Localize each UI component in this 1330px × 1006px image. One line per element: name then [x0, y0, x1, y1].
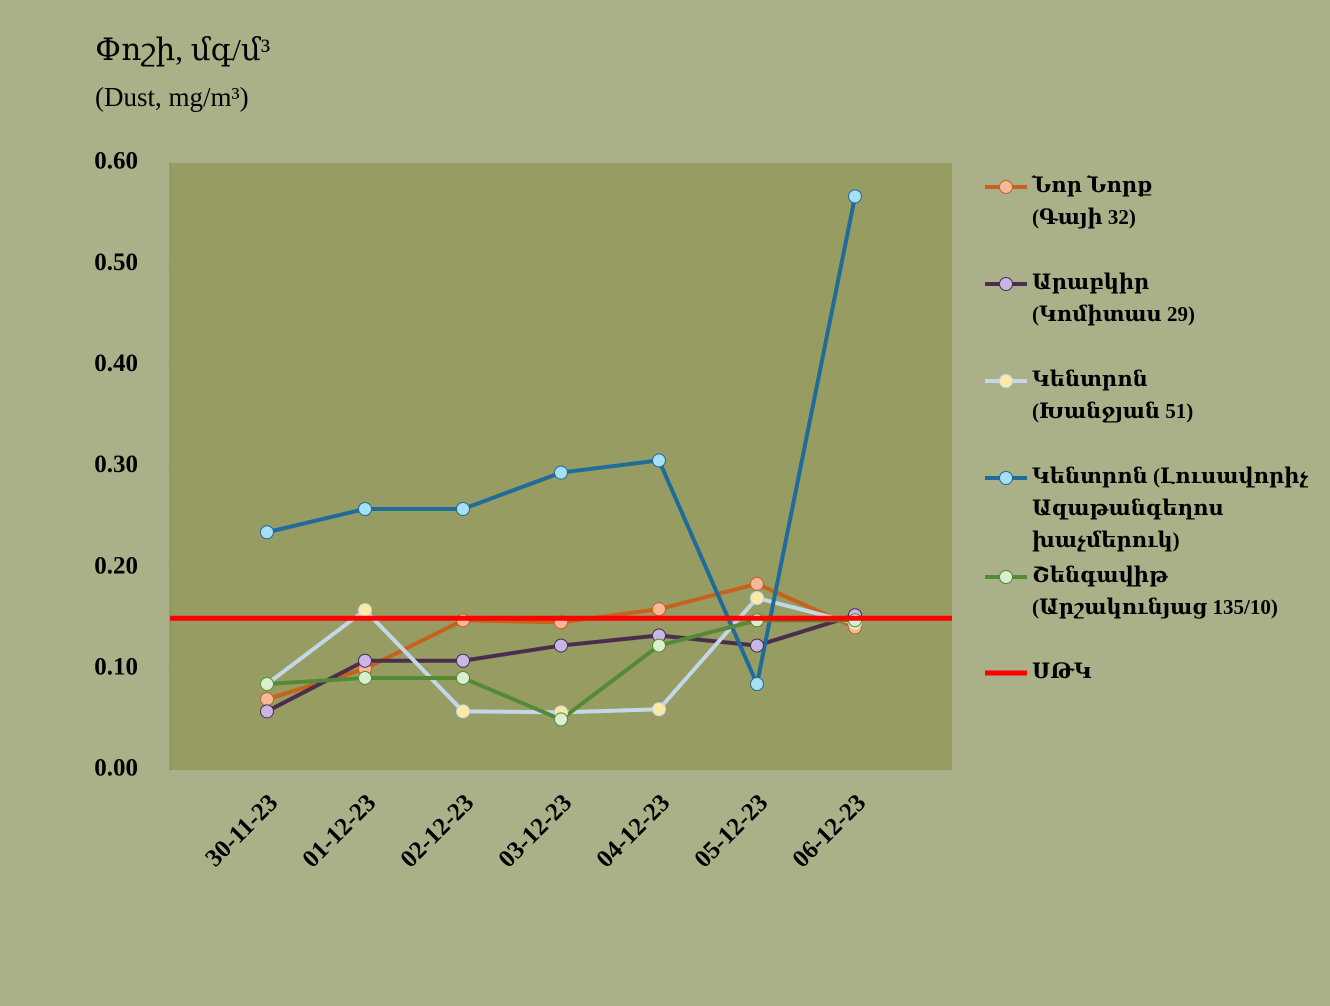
- legend-label: խաչմերուկ): [1032, 528, 1180, 552]
- legend-marker: [999, 180, 1013, 194]
- legend-label: (Գայի 32): [1032, 205, 1136, 229]
- legend-label: (Կոմիտաս 29): [1032, 302, 1195, 326]
- chart-title: Փոշի, մգ/մ³: [95, 32, 270, 67]
- x-tick-label: 02-12-23: [395, 789, 479, 873]
- point: [652, 638, 666, 653]
- point: [456, 653, 470, 668]
- legend-label: Արաբկիր: [1032, 270, 1149, 294]
- legend-label: ՍԹԿ: [1032, 659, 1092, 683]
- legend-label: Շենգավիթ: [1032, 563, 1169, 587]
- legend-label: (Խանջյան 51): [1032, 399, 1193, 423]
- point: [456, 501, 470, 516]
- legend-label: Նոր Նորք: [1031, 173, 1152, 197]
- legend-marker: [999, 374, 1013, 388]
- point: [750, 638, 764, 653]
- x-tick-label: 06-12-23: [787, 789, 871, 873]
- point: [750, 591, 764, 606]
- point: [554, 638, 568, 653]
- x-tick-label: 30-11-23: [200, 789, 283, 872]
- y-tick-label: 0.60: [94, 148, 138, 175]
- y-tick-label: 0.10: [94, 654, 138, 681]
- x-tick-label: 01-12-23: [297, 789, 381, 873]
- legend-marker: [999, 277, 1013, 291]
- point: [750, 677, 764, 692]
- y-tick-label: 0.40: [94, 350, 138, 377]
- point: [260, 704, 274, 719]
- point: [260, 692, 274, 707]
- legend-label: Ազաթանգեղոս: [1032, 496, 1224, 520]
- chart-subtitle: (Dust, mg/m³): [95, 82, 249, 112]
- legend-label: (Արշակունյաց 135/10): [1032, 595, 1278, 619]
- point: [750, 576, 764, 591]
- x-tick-label: 03-12-23: [493, 789, 577, 873]
- point: [358, 670, 372, 685]
- point: [652, 602, 666, 617]
- point: [358, 653, 372, 668]
- legend-marker: [999, 570, 1013, 584]
- y-tick-label: 0.20: [94, 552, 138, 579]
- point: [358, 603, 372, 618]
- point: [652, 702, 666, 717]
- point: [260, 525, 274, 540]
- point: [554, 712, 568, 727]
- legend-marker: [999, 471, 1013, 485]
- point: [260, 677, 274, 692]
- legend-label: Կենտրոն: [1032, 367, 1148, 391]
- point: [358, 501, 372, 516]
- y-tick-label: 0.50: [94, 249, 138, 276]
- x-tick-label: 04-12-23: [591, 789, 675, 873]
- point: [456, 670, 470, 685]
- point: [554, 465, 568, 480]
- point: [456, 704, 470, 719]
- x-tick-label: 05-12-23: [689, 789, 773, 873]
- y-tick-label: 0.30: [94, 451, 138, 478]
- point: [848, 189, 862, 204]
- legend-label: Կենտրոն (Լուսավորիչ: [1032, 464, 1308, 488]
- y-tick-label: 0.00: [94, 755, 138, 782]
- point: [652, 453, 666, 468]
